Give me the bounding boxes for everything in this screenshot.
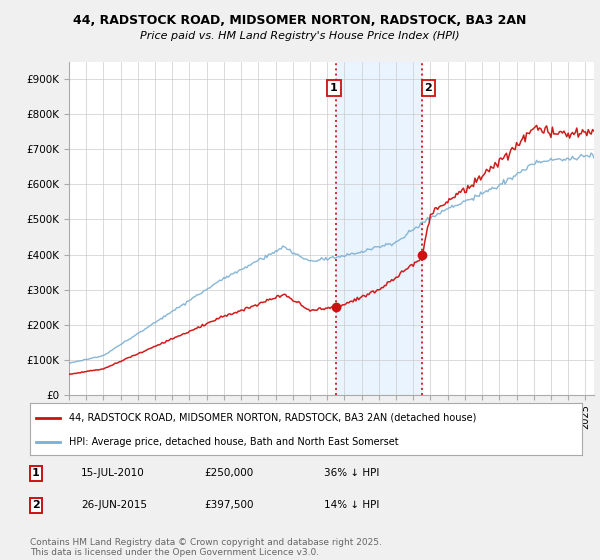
Text: 26-JUN-2015: 26-JUN-2015 bbox=[81, 500, 147, 510]
Text: 44, RADSTOCK ROAD, MIDSOMER NORTON, RADSTOCK, BA3 2AN: 44, RADSTOCK ROAD, MIDSOMER NORTON, RADS… bbox=[73, 14, 527, 27]
Text: 2: 2 bbox=[32, 500, 40, 510]
Text: 36% ↓ HPI: 36% ↓ HPI bbox=[324, 468, 379, 478]
Text: 15-JUL-2010: 15-JUL-2010 bbox=[81, 468, 145, 478]
Text: 2: 2 bbox=[425, 83, 432, 94]
Bar bbox=[337, 62, 422, 395]
Text: Contains HM Land Registry data © Crown copyright and database right 2025.
This d: Contains HM Land Registry data © Crown c… bbox=[30, 538, 382, 557]
Text: £397,500: £397,500 bbox=[204, 500, 254, 510]
Text: HPI: Average price, detached house, Bath and North East Somerset: HPI: Average price, detached house, Bath… bbox=[68, 437, 398, 447]
Text: 1: 1 bbox=[330, 83, 338, 94]
Text: 1: 1 bbox=[32, 468, 40, 478]
Text: £250,000: £250,000 bbox=[204, 468, 253, 478]
Text: 44, RADSTOCK ROAD, MIDSOMER NORTON, RADSTOCK, BA3 2AN (detached house): 44, RADSTOCK ROAD, MIDSOMER NORTON, RADS… bbox=[68, 413, 476, 423]
Text: 14% ↓ HPI: 14% ↓ HPI bbox=[324, 500, 379, 510]
Text: Price paid vs. HM Land Registry's House Price Index (HPI): Price paid vs. HM Land Registry's House … bbox=[140, 31, 460, 41]
